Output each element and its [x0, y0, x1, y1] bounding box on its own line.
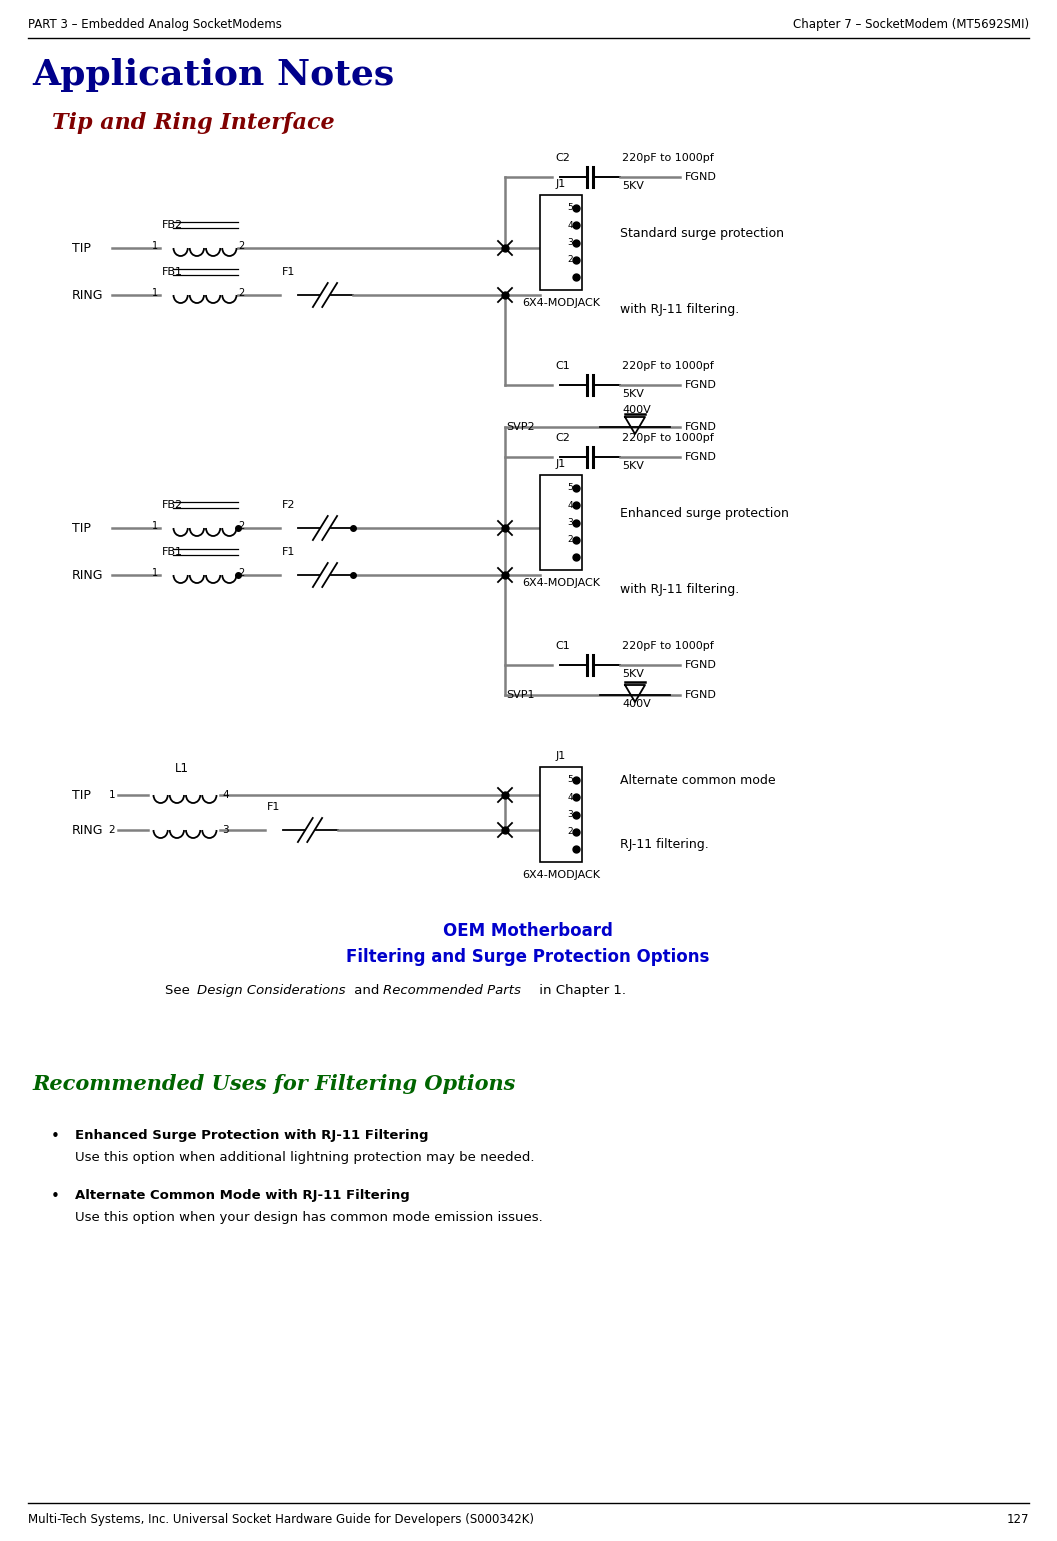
Text: J1: J1	[556, 179, 567, 190]
Text: 5KV: 5KV	[622, 461, 644, 472]
Text: 1: 1	[152, 240, 157, 251]
Text: 2: 2	[568, 535, 573, 544]
Text: RING: RING	[72, 569, 104, 581]
Text: •: •	[51, 1130, 59, 1143]
Text: 220pF to 1000pf: 220pF to 1000pf	[622, 153, 713, 163]
Text: 3: 3	[568, 811, 573, 818]
Text: FB2: FB2	[162, 499, 183, 510]
Text: FGND: FGND	[685, 173, 717, 182]
Text: 6X4-MODJACK: 6X4-MODJACK	[522, 297, 600, 308]
Text: with RJ-11 filtering.: with RJ-11 filtering.	[620, 582, 739, 596]
Text: 1: 1	[109, 791, 115, 800]
Text: 220pF to 1000pf: 220pF to 1000pf	[622, 433, 713, 442]
Text: with RJ-11 filtering.: with RJ-11 filtering.	[620, 304, 739, 316]
Text: C2: C2	[555, 153, 570, 163]
Text: 3: 3	[568, 518, 573, 527]
Text: 1: 1	[152, 569, 157, 578]
Text: 3: 3	[222, 824, 228, 835]
Text: Recommended Parts: Recommended Parts	[383, 985, 521, 997]
Text: 5KV: 5KV	[622, 669, 644, 680]
Text: TIP: TIP	[72, 242, 91, 254]
Bar	[540, 767, 582, 861]
Text: J1: J1	[556, 750, 567, 761]
Text: RJ-11 filtering.: RJ-11 filtering.	[620, 838, 709, 851]
Text: SVP1: SVP1	[506, 690, 535, 700]
Text: 5KV: 5KV	[622, 388, 644, 399]
Text: TIP: TIP	[72, 521, 91, 535]
Text: 400V: 400V	[622, 405, 651, 415]
Text: C2: C2	[555, 433, 570, 442]
Text: 2: 2	[238, 569, 244, 578]
Text: Filtering and Surge Protection Options: Filtering and Surge Protection Options	[347, 948, 709, 966]
Text: 5: 5	[568, 203, 573, 213]
Text: Application Notes: Application Notes	[32, 59, 394, 92]
Text: 5: 5	[568, 484, 573, 493]
Text: F1: F1	[282, 267, 295, 277]
Text: 2: 2	[238, 240, 244, 251]
Text: Design Considerations: Design Considerations	[197, 985, 346, 997]
Text: OEM Motherboard: OEM Motherboard	[443, 922, 613, 940]
Text: Use this option when additional lightning protection may be needed.: Use this option when additional lightnin…	[75, 1151, 535, 1163]
Text: 1: 1	[152, 288, 157, 297]
Text: 400V: 400V	[622, 700, 651, 709]
Text: C1: C1	[555, 361, 570, 371]
Text: 220pF to 1000pf: 220pF to 1000pf	[622, 641, 713, 650]
Text: •: •	[51, 1190, 59, 1204]
Text: Recommended Uses for Filtering Options: Recommended Uses for Filtering Options	[32, 1074, 516, 1094]
Text: F1: F1	[282, 547, 295, 556]
Text: 1: 1	[152, 521, 157, 532]
Text: J1: J1	[556, 459, 567, 468]
Text: F2: F2	[282, 499, 296, 510]
Text: 4: 4	[568, 501, 573, 510]
Text: RING: RING	[72, 288, 104, 302]
Text: TIP: TIP	[72, 789, 91, 801]
Text: 4: 4	[568, 220, 573, 230]
Text: L1: L1	[175, 761, 189, 775]
Text: Standard surge protection: Standard surge protection	[620, 227, 784, 240]
Bar	[540, 475, 582, 570]
Text: C1: C1	[555, 641, 570, 650]
Text: 4: 4	[568, 792, 573, 801]
Text: 6X4-MODJACK: 6X4-MODJACK	[522, 578, 600, 589]
Text: Alternate common mode: Alternate common mode	[620, 774, 776, 787]
Bar	[540, 196, 582, 290]
Text: FGND: FGND	[685, 422, 717, 431]
Text: 2: 2	[568, 256, 573, 264]
Text: Enhanced surge protection: Enhanced surge protection	[620, 507, 789, 519]
Text: See: See	[165, 985, 194, 997]
Text: Tip and Ring Interface: Tip and Ring Interface	[52, 112, 335, 134]
Text: 2: 2	[568, 828, 573, 837]
Text: 5: 5	[568, 775, 573, 784]
Text: SVP2: SVP2	[506, 422, 535, 431]
Text: 2: 2	[238, 288, 244, 297]
Text: FGND: FGND	[685, 690, 717, 700]
Text: FB1: FB1	[162, 547, 183, 556]
Text: FB1: FB1	[162, 267, 183, 277]
Text: Enhanced Surge Protection with RJ-11 Filtering: Enhanced Surge Protection with RJ-11 Fil…	[75, 1130, 428, 1142]
Text: Alternate Common Mode with RJ-11 Filtering: Alternate Common Mode with RJ-11 Filteri…	[75, 1190, 410, 1202]
Text: in Chapter 1.: in Chapter 1.	[535, 985, 626, 997]
Text: PART 3 – Embedded Analog SocketModems: PART 3 – Embedded Analog SocketModems	[27, 18, 282, 31]
Text: 5KV: 5KV	[622, 180, 644, 191]
Text: FGND: FGND	[685, 381, 717, 390]
Text: FGND: FGND	[685, 452, 717, 462]
Text: Multi-Tech Systems, Inc. Universal Socket Hardware Guide for Developers (S000342: Multi-Tech Systems, Inc. Universal Socke…	[27, 1513, 534, 1526]
Text: 3: 3	[568, 237, 573, 247]
Text: F1: F1	[267, 801, 280, 812]
Text: FB2: FB2	[162, 220, 183, 230]
Text: FGND: FGND	[685, 660, 717, 670]
Text: Use this option when your design has common mode emission issues.: Use this option when your design has com…	[75, 1211, 542, 1224]
Text: 4: 4	[222, 791, 228, 800]
Text: RING: RING	[72, 823, 104, 837]
Text: Chapter 7 – SocketModem (MT5692SMI): Chapter 7 – SocketModem (MT5692SMI)	[793, 18, 1030, 31]
Text: 220pF to 1000pf: 220pF to 1000pf	[622, 361, 713, 371]
Text: and: and	[350, 985, 384, 997]
Text: 6X4-MODJACK: 6X4-MODJACK	[522, 871, 600, 880]
Text: 2: 2	[238, 521, 244, 532]
Text: 127: 127	[1006, 1513, 1030, 1526]
Text: 2: 2	[109, 824, 115, 835]
